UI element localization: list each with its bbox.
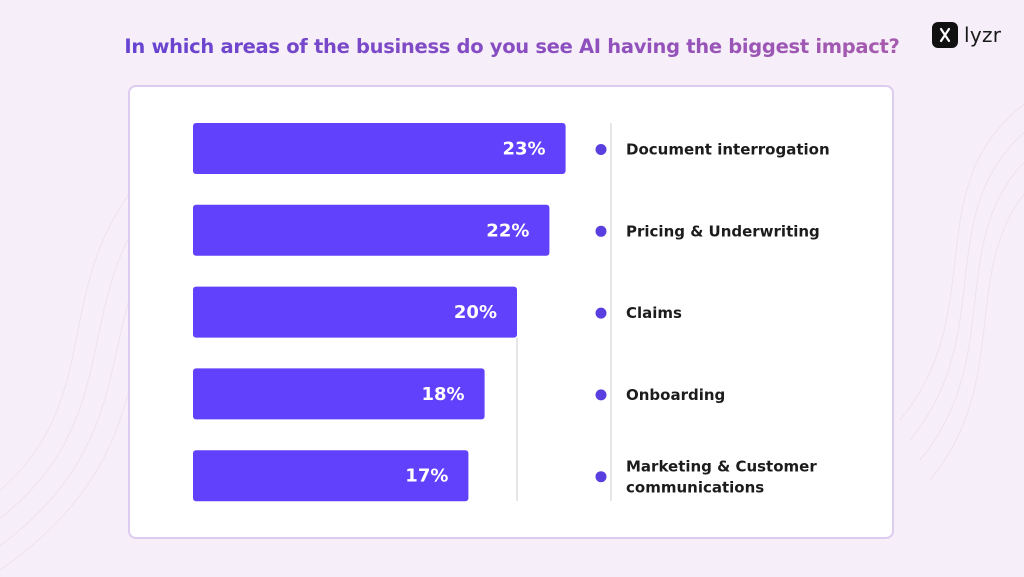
bar-value-label: 20% bbox=[454, 302, 497, 323]
legend-dot bbox=[595, 471, 607, 483]
brand-name: lyzr bbox=[964, 23, 1002, 47]
bar-value-label: 23% bbox=[503, 139, 546, 160]
bar bbox=[193, 368, 485, 420]
category-label: Document interrogation bbox=[626, 141, 830, 159]
chart-card: 23% Document interrogation 22% Pricing & Un… bbox=[128, 85, 894, 539]
legend-dot bbox=[595, 144, 607, 155]
category-label: Marketing & Customer communications bbox=[626, 458, 817, 497]
category-label: Claims bbox=[626, 304, 682, 322]
bar bbox=[193, 286, 517, 338]
lyzr-logo-icon bbox=[932, 22, 958, 48]
bar bbox=[193, 204, 550, 256]
bar bbox=[193, 450, 469, 502]
category-label: Pricing & Underwriting bbox=[626, 222, 820, 240]
brand-logo: lyzr bbox=[932, 22, 1001, 48]
page-title: In which areas of the business do you se… bbox=[0, 35, 1024, 58]
legend-dot bbox=[595, 389, 607, 401]
category-label: Onboarding bbox=[626, 386, 725, 404]
bar bbox=[193, 123, 566, 174]
bar-value-label: 18% bbox=[422, 384, 465, 405]
bar-value-label: 17% bbox=[405, 466, 448, 487]
legend-dot bbox=[595, 307, 607, 319]
legend-dot bbox=[595, 225, 607, 237]
bar-chart: 23% Document interrogation 22% Pricing & Un… bbox=[193, 123, 830, 502]
bar-value-label: 22% bbox=[486, 220, 529, 241]
